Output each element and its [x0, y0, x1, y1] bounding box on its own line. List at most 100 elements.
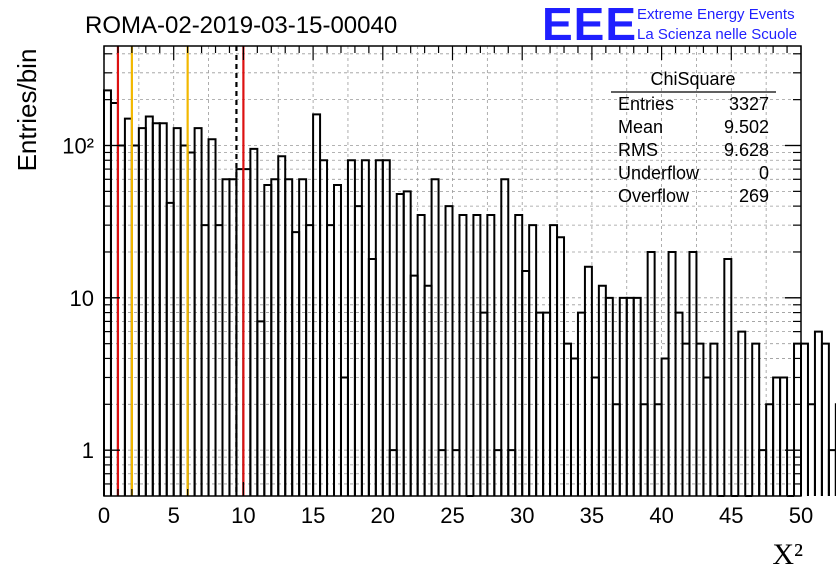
- histogram-bin: [458, 213, 468, 496]
- histogram-bin: [514, 213, 524, 496]
- histogram-bin: [563, 342, 572, 496]
- histogram-bin: [214, 224, 224, 496]
- histogram-bin: [695, 342, 705, 496]
- histogram-bin: [772, 376, 782, 496]
- histogram-bin: [444, 205, 454, 496]
- x-tick-label: 45: [719, 503, 743, 528]
- y-tick-label: 10²: [62, 133, 94, 158]
- histogram-bin: [256, 320, 266, 496]
- ticks-layer: [103, 46, 802, 496]
- histogram-bin: [172, 127, 182, 496]
- histogram-bin: [820, 342, 830, 496]
- histogram-bin: [590, 376, 600, 496]
- histogram-bin: [688, 250, 698, 496]
- histogram-bin: [291, 231, 301, 496]
- histogram-bin: [737, 330, 747, 496]
- stats-value-mean: 9.502: [724, 117, 769, 137]
- stats-label-entries: Entries: [618, 94, 674, 114]
- y-tick-label: 10: [70, 286, 94, 311]
- histogram-bin: [200, 224, 210, 496]
- histogram-bin: [646, 250, 656, 496]
- histogram-bin: [618, 296, 628, 496]
- histogram-bin: [339, 376, 349, 496]
- histogram-bin: [472, 213, 482, 496]
- histogram-bin: [374, 159, 384, 496]
- histogram-bin: [528, 224, 538, 496]
- eee-logo: EEE Extreme Energy Events La Scienza nel…: [542, 0, 797, 50]
- x-tick-label: 35: [580, 503, 604, 528]
- marker-lines-layer: [116, 46, 245, 496]
- histogram-bin: [395, 193, 405, 496]
- histogram-bin: [305, 224, 315, 496]
- x-tick-label: 10: [231, 503, 255, 528]
- stats-label-overflow: Overflow: [618, 186, 690, 206]
- stats-value-entries: 3327: [729, 94, 769, 114]
- histogram-bin: [333, 184, 342, 496]
- stats-label-rms: RMS: [618, 140, 658, 160]
- histogram-bin: [800, 342, 809, 496]
- histogram-bin: [500, 178, 510, 496]
- histogram-bin: [263, 184, 273, 496]
- histogram-bin: [193, 127, 203, 496]
- histogram-bin: [207, 138, 217, 496]
- histogram-bin: [326, 224, 336, 496]
- histogram-bin: [270, 178, 280, 496]
- histogram-bin: [221, 178, 231, 496]
- x-axis-title: X²: [772, 538, 803, 571]
- histogram-bin: [103, 89, 112, 496]
- histogram-bin: [416, 213, 426, 496]
- histogram-bin: [353, 205, 363, 496]
- histogram-bin: [360, 159, 370, 496]
- y-axis-title: Entries/bin: [12, 49, 42, 172]
- stats-value-underflow: 0: [759, 163, 769, 183]
- histogram-bin: [298, 178, 308, 496]
- histogram-bin: [632, 296, 642, 496]
- logo-line-2: La Scienza nelle Scuole: [637, 26, 797, 43]
- histogram-bin: [381, 159, 391, 496]
- histogram-bin: [249, 147, 259, 496]
- histogram-bin: [660, 357, 670, 496]
- x-tick-label: 50: [789, 503, 813, 528]
- histogram-bin: [597, 284, 607, 496]
- stats-box-title: ChiSquare: [650, 69, 735, 89]
- histogram-bin: [813, 330, 823, 496]
- histogram-bin: [165, 201, 175, 496]
- stats-label-underflow: Underflow: [618, 163, 700, 183]
- histogram-bin: [409, 274, 419, 496]
- x-tick-label: 20: [371, 503, 395, 528]
- histogram-bin: [751, 342, 761, 496]
- x-tick-label: 0: [98, 503, 110, 528]
- histogram-bin: [284, 178, 294, 496]
- histogram-bin: [312, 113, 322, 496]
- logo-line-1: Extreme Energy Events: [637, 6, 795, 23]
- histogram-bin: [625, 296, 635, 496]
- stats-label-mean: Mean: [618, 117, 663, 137]
- histogram-bin: [667, 250, 677, 496]
- histogram-bin: [144, 115, 154, 496]
- x-tick-label: 25: [440, 503, 464, 528]
- stats-box: ChiSquare Entries 3327 Mean 9.502 RMS 9.…: [611, 69, 776, 206]
- stats-value-overflow: 269: [739, 186, 769, 206]
- histogram-bin: [549, 224, 559, 496]
- stats-value-rms: 9.628: [724, 140, 769, 160]
- histogram-bin: [423, 284, 433, 496]
- histogram-layer: [103, 89, 836, 497]
- histogram-bin: [319, 159, 329, 496]
- histogram-bin: [779, 376, 789, 496]
- histogram-bin: [277, 155, 287, 496]
- histogram-bin: [604, 296, 614, 496]
- histogram-bin: [137, 127, 147, 496]
- x-tick-label: 5: [168, 503, 180, 528]
- histogram-bin: [702, 376, 712, 496]
- histogram-bin: [583, 265, 593, 496]
- chart-title: ROMA-02-2019-03-15-00040: [85, 12, 397, 39]
- x-tick-label: 15: [301, 503, 325, 528]
- histogram-bin: [827, 449, 836, 496]
- eee-logo-mark: EEE: [542, 0, 637, 50]
- histogram-bin: [486, 213, 496, 496]
- histogram-bin: [806, 403, 816, 496]
- x-tick-label: 40: [649, 503, 673, 528]
- histogram-bin: [723, 257, 733, 496]
